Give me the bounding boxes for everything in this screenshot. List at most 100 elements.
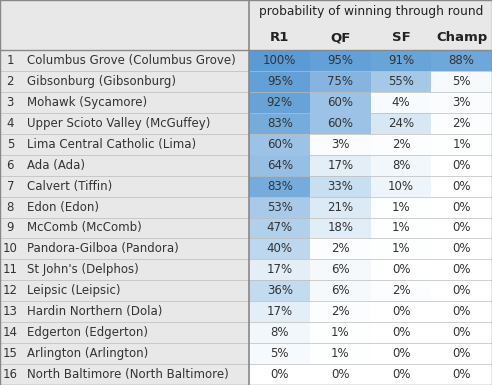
Text: 0%: 0% bbox=[453, 326, 471, 339]
Text: Lima Central Catholic (Lima): Lima Central Catholic (Lima) bbox=[27, 138, 196, 151]
Text: 2%: 2% bbox=[392, 138, 410, 151]
Text: 0%: 0% bbox=[392, 305, 410, 318]
Text: Columbus Grove (Columbus Grove): Columbus Grove (Columbus Grove) bbox=[27, 54, 235, 67]
Text: Gibsonburg (Gibsonburg): Gibsonburg (Gibsonburg) bbox=[27, 75, 176, 88]
Text: QF: QF bbox=[330, 31, 351, 44]
Text: 0%: 0% bbox=[453, 159, 471, 172]
Text: 16: 16 bbox=[3, 368, 18, 381]
Bar bbox=[249, 25, 310, 50]
Bar bbox=[0, 343, 249, 364]
Text: North Baltimore (North Baltimore): North Baltimore (North Baltimore) bbox=[27, 368, 228, 381]
Bar bbox=[310, 176, 371, 197]
Text: 6: 6 bbox=[6, 159, 14, 172]
Bar bbox=[431, 92, 492, 113]
Text: 55%: 55% bbox=[388, 75, 414, 88]
Bar bbox=[249, 71, 310, 92]
Bar bbox=[371, 25, 431, 50]
Text: R1: R1 bbox=[270, 31, 289, 44]
Bar bbox=[431, 301, 492, 322]
Bar bbox=[0, 134, 249, 155]
Text: 40%: 40% bbox=[267, 243, 293, 255]
Bar bbox=[0, 301, 249, 322]
Bar bbox=[0, 25, 249, 50]
Text: 1%: 1% bbox=[392, 221, 410, 234]
Text: 95%: 95% bbox=[327, 54, 353, 67]
Text: 3%: 3% bbox=[453, 96, 471, 109]
Bar bbox=[310, 25, 371, 50]
Text: Mohawk (Sycamore): Mohawk (Sycamore) bbox=[27, 96, 147, 109]
Bar bbox=[249, 259, 310, 280]
Bar bbox=[310, 218, 371, 238]
Text: Champ: Champ bbox=[436, 31, 487, 44]
Text: 60%: 60% bbox=[327, 117, 353, 130]
Text: 2%: 2% bbox=[331, 305, 350, 318]
Bar bbox=[249, 238, 310, 259]
Text: 17%: 17% bbox=[327, 159, 353, 172]
Bar bbox=[249, 301, 310, 322]
Text: 1%: 1% bbox=[392, 243, 410, 255]
Text: 0%: 0% bbox=[271, 368, 289, 381]
Bar bbox=[249, 364, 310, 385]
Bar bbox=[431, 343, 492, 364]
Text: Calvert (Tiffin): Calvert (Tiffin) bbox=[27, 180, 112, 192]
Bar bbox=[371, 343, 431, 364]
Text: Upper Scioto Valley (McGuffey): Upper Scioto Valley (McGuffey) bbox=[27, 117, 210, 130]
Text: 0%: 0% bbox=[453, 243, 471, 255]
Text: 0%: 0% bbox=[392, 263, 410, 276]
Bar bbox=[371, 134, 431, 155]
Bar bbox=[310, 280, 371, 301]
Text: 2%: 2% bbox=[452, 117, 471, 130]
Text: 83%: 83% bbox=[267, 117, 293, 130]
Bar bbox=[0, 218, 249, 238]
Bar bbox=[249, 218, 310, 238]
Text: 1%: 1% bbox=[452, 138, 471, 151]
Text: Hardin Northern (Dola): Hardin Northern (Dola) bbox=[27, 305, 162, 318]
Text: 0%: 0% bbox=[453, 180, 471, 192]
Text: Arlington (Arlington): Arlington (Arlington) bbox=[27, 347, 148, 360]
Bar bbox=[371, 322, 431, 343]
Text: probability of winning through round: probability of winning through round bbox=[258, 5, 483, 18]
Bar bbox=[0, 280, 249, 301]
Bar bbox=[431, 71, 492, 92]
Text: Ada (Ada): Ada (Ada) bbox=[27, 159, 85, 172]
Text: 8%: 8% bbox=[392, 159, 410, 172]
Text: 53%: 53% bbox=[267, 201, 293, 214]
Bar bbox=[310, 113, 371, 134]
Text: 17%: 17% bbox=[267, 263, 293, 276]
Text: 10%: 10% bbox=[388, 180, 414, 192]
Bar bbox=[371, 92, 431, 113]
Bar bbox=[310, 343, 371, 364]
Bar bbox=[431, 280, 492, 301]
Text: 75%: 75% bbox=[327, 75, 353, 88]
Text: 3: 3 bbox=[7, 96, 14, 109]
Text: 0%: 0% bbox=[453, 347, 471, 360]
Text: 4: 4 bbox=[6, 117, 14, 130]
Text: 1: 1 bbox=[6, 54, 14, 67]
Bar bbox=[371, 364, 431, 385]
Text: 6%: 6% bbox=[331, 284, 350, 297]
Bar bbox=[310, 259, 371, 280]
Text: 1%: 1% bbox=[331, 326, 350, 339]
Bar bbox=[0, 113, 249, 134]
Text: 21%: 21% bbox=[327, 201, 353, 214]
Text: 0%: 0% bbox=[453, 263, 471, 276]
Bar bbox=[310, 301, 371, 322]
Bar bbox=[249, 176, 310, 197]
Text: 8: 8 bbox=[7, 201, 14, 214]
Text: 0%: 0% bbox=[392, 368, 410, 381]
Text: 0%: 0% bbox=[453, 221, 471, 234]
Bar bbox=[431, 364, 492, 385]
Bar bbox=[371, 301, 431, 322]
Bar bbox=[310, 238, 371, 259]
Bar bbox=[431, 322, 492, 343]
Bar bbox=[371, 218, 431, 238]
Text: 1%: 1% bbox=[392, 201, 410, 214]
Text: 60%: 60% bbox=[327, 96, 353, 109]
Bar bbox=[431, 176, 492, 197]
Text: 0%: 0% bbox=[453, 201, 471, 214]
Text: SF: SF bbox=[392, 31, 410, 44]
Text: 15: 15 bbox=[3, 347, 18, 360]
Bar bbox=[371, 50, 431, 71]
Text: 3%: 3% bbox=[331, 138, 350, 151]
Text: Leipsic (Leipsic): Leipsic (Leipsic) bbox=[27, 284, 120, 297]
